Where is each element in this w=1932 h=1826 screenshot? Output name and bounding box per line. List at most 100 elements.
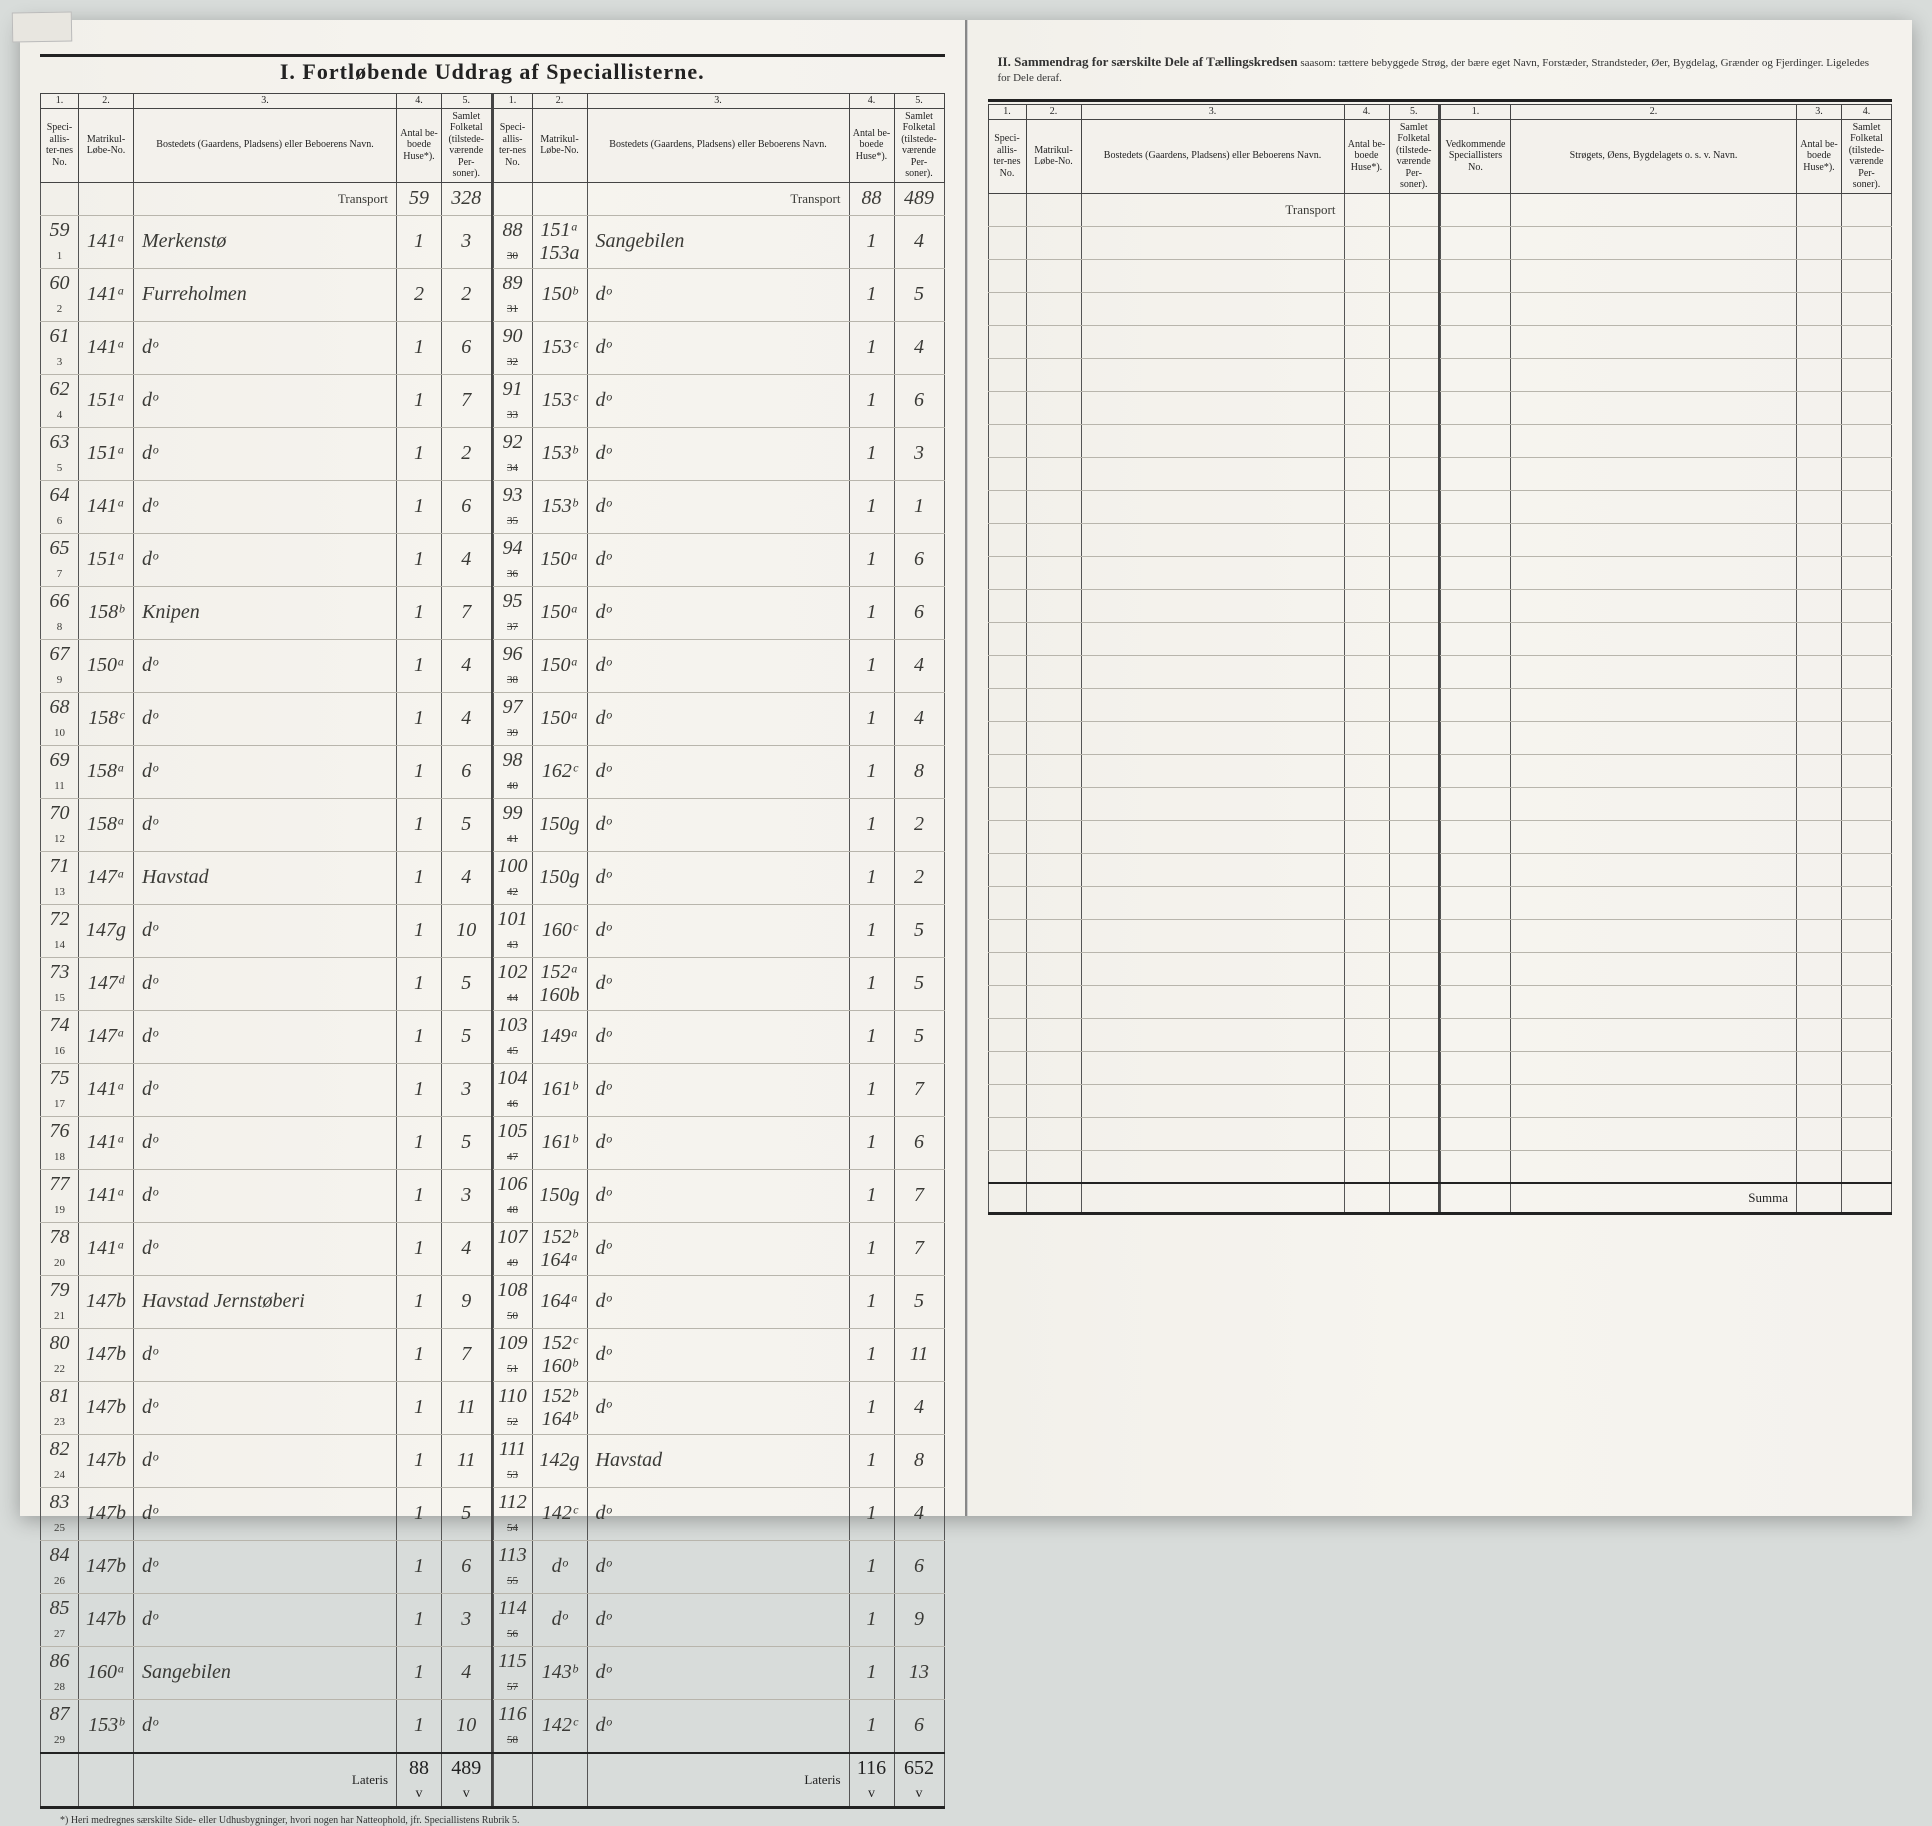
cell: dᵒ xyxy=(134,533,397,586)
table-row xyxy=(1441,655,1892,688)
col-folk: Samlet Folketal (tilstede-værende Per-so… xyxy=(894,108,944,182)
cell: dᵒ xyxy=(134,480,397,533)
cell xyxy=(1441,1183,1511,1213)
cell xyxy=(988,259,1026,292)
col-strog: Strøgets, Øens, Bygdelagets o. s. v. Nav… xyxy=(1511,119,1797,193)
cell: 7 xyxy=(442,374,492,427)
cell: 5 xyxy=(894,904,944,957)
cell xyxy=(1842,721,1892,754)
cell: 79 21 xyxy=(41,1275,79,1328)
cell: 150ᵇ xyxy=(532,268,587,321)
cell: 9739 xyxy=(493,692,532,745)
cell xyxy=(1511,490,1797,523)
table-row: 11658142ᶜdᵒ16 xyxy=(493,1699,944,1753)
colnum: 5. xyxy=(442,94,492,109)
cell xyxy=(1797,1051,1842,1084)
colnum: 5. xyxy=(1389,105,1439,120)
cell: 6 xyxy=(442,745,492,798)
cell: 4 xyxy=(442,1222,492,1275)
cell xyxy=(1797,259,1842,292)
cell xyxy=(1842,754,1892,787)
cell: 1 xyxy=(849,1169,894,1222)
cell xyxy=(1842,655,1892,688)
table-row: 10446161ᵇdᵒ17 xyxy=(493,1063,944,1116)
cell xyxy=(1026,655,1081,688)
cell: 62 4 xyxy=(41,374,79,427)
cell xyxy=(1389,853,1439,886)
cell: 1 xyxy=(849,1434,894,1487)
cell xyxy=(988,457,1026,490)
cell: 158ᵃ xyxy=(79,798,134,851)
cell xyxy=(1441,1018,1511,1051)
cell xyxy=(1026,259,1081,292)
table-row xyxy=(988,1018,1439,1051)
cell xyxy=(1511,259,1797,292)
table-row: 83 25147bdᵒ15 xyxy=(41,1487,492,1540)
transport-label: Transport xyxy=(587,182,849,215)
cell xyxy=(988,1051,1026,1084)
cell xyxy=(1081,556,1344,589)
cell xyxy=(1842,391,1892,424)
cell xyxy=(1797,457,1842,490)
cell xyxy=(1441,754,1511,787)
cell: dᵒ xyxy=(134,427,397,480)
table-row: 10648150gdᵒ17 xyxy=(493,1169,944,1222)
sum-label xyxy=(1081,1183,1344,1213)
table-row xyxy=(988,952,1439,985)
cell xyxy=(1026,226,1081,259)
cell: 10547 xyxy=(493,1116,532,1169)
cell: 9840 xyxy=(493,745,532,798)
table-row: 63 5151ᵃdᵒ12 xyxy=(41,427,492,480)
cell: 143ᵇ xyxy=(532,1646,587,1699)
cell xyxy=(1344,853,1389,886)
cell xyxy=(1842,490,1892,523)
table-row xyxy=(1441,1117,1892,1150)
cell xyxy=(1026,325,1081,358)
cell: 158ᵇ xyxy=(79,586,134,639)
table-row xyxy=(988,1051,1439,1084)
cell xyxy=(1081,1117,1344,1150)
cell xyxy=(1389,1117,1439,1150)
cell xyxy=(988,787,1026,820)
cell: 158ᵃ xyxy=(79,745,134,798)
table-row: 10345149ᵃdᵒ15 xyxy=(493,1010,944,1063)
colnum: 1. xyxy=(493,94,532,109)
cell xyxy=(1842,292,1892,325)
table-row: 9133153ᶜdᵒ16 xyxy=(493,374,944,427)
cell xyxy=(1842,226,1892,259)
cell: 73 15 xyxy=(41,957,79,1010)
cell: 9436 xyxy=(493,533,532,586)
cell: dᵒ xyxy=(134,1540,397,1593)
cell: 160ᶜ xyxy=(532,904,587,957)
cell xyxy=(988,325,1026,358)
cell: dᵒ xyxy=(134,957,397,1010)
table-row xyxy=(988,457,1439,490)
cell xyxy=(1441,226,1511,259)
cell: 6 xyxy=(894,374,944,427)
cell: 10244 xyxy=(493,957,532,1010)
cell: 59 1 xyxy=(41,215,79,268)
table-row: 10951152ᶜ 160ᵇdᵒ111 xyxy=(493,1328,944,1381)
table-row: 87 29153ᵇdᵒ110 xyxy=(41,1699,492,1753)
cell xyxy=(1441,985,1511,1018)
cell xyxy=(1026,490,1081,523)
cell: dᵒ xyxy=(134,1593,397,1646)
cell xyxy=(1344,358,1389,391)
cell xyxy=(988,820,1026,853)
cell xyxy=(1797,424,1842,457)
cell: 152ᵇ 164ᵇ xyxy=(532,1381,587,1434)
table-row xyxy=(1441,754,1892,787)
cell xyxy=(1081,391,1344,424)
table-row: 78 20141ᵃdᵒ14 xyxy=(41,1222,492,1275)
cell: 3 xyxy=(442,1063,492,1116)
cell xyxy=(1441,589,1511,622)
cell xyxy=(1441,622,1511,655)
cell: 1 xyxy=(849,586,894,639)
cell: 1 xyxy=(849,639,894,692)
cell: 1 xyxy=(397,1063,442,1116)
cell: 3 xyxy=(442,1169,492,1222)
cell xyxy=(1797,1018,1842,1051)
cell xyxy=(988,193,1026,226)
cell xyxy=(1797,622,1842,655)
table-row: 8830151ᵃ 153aSangebilen14 xyxy=(493,215,944,268)
